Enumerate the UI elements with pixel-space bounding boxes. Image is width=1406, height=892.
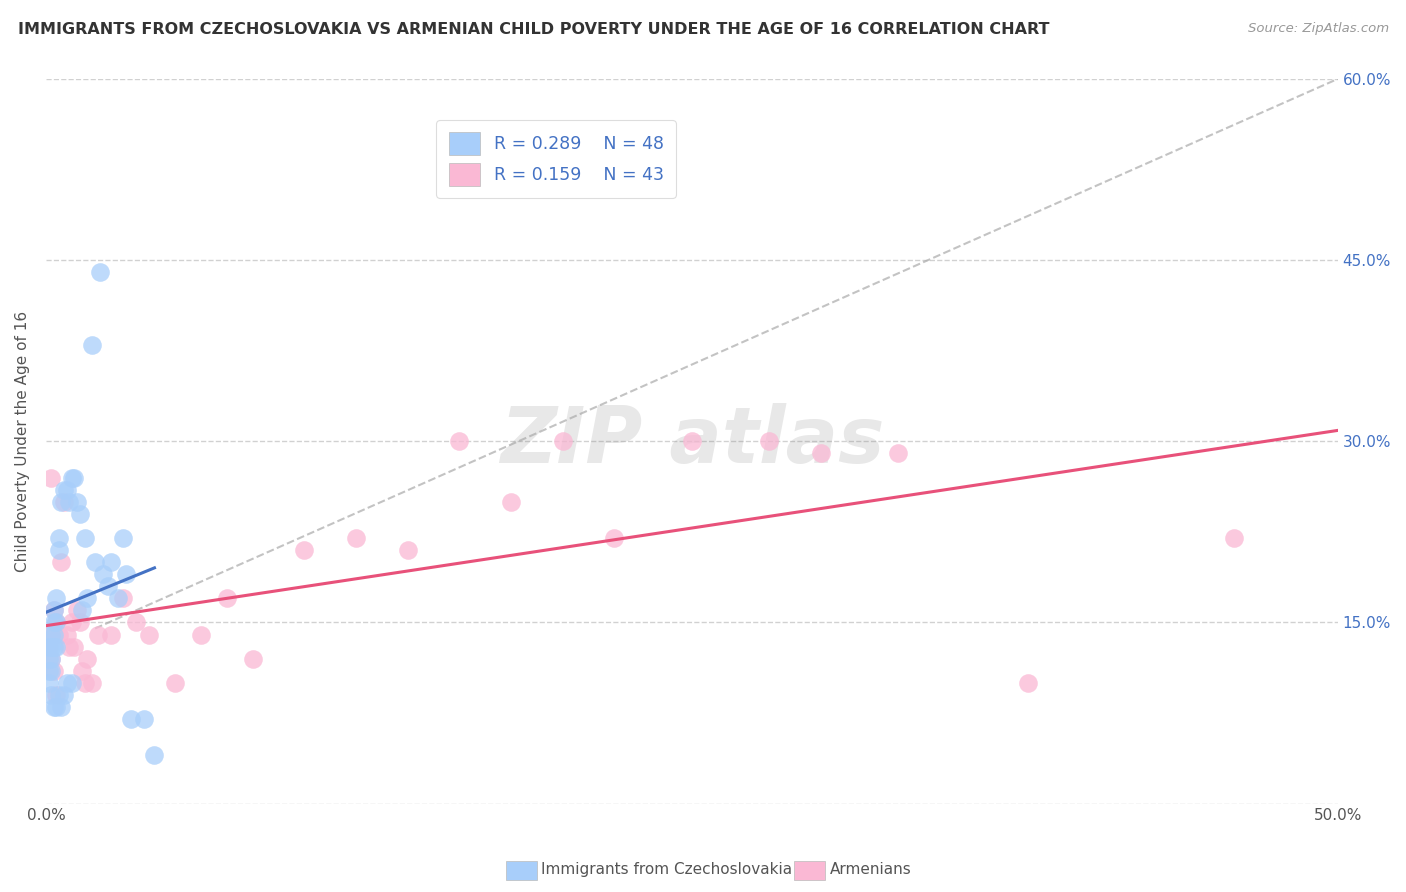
- Point: [603, 531, 626, 545]
- Point: [51, 700, 73, 714]
- Text: IMMIGRANTS FROM CZECHOSLOVAKIA VS ARMENIAN CHILD POVERTY UNDER THE AGE OF 16 COR: IMMIGRANTS FROM CZECHOSLOVAKIA VS ARMENI…: [18, 22, 1050, 37]
- Point: [45, 615, 67, 630]
- Point: [55, 676, 77, 690]
- Point: [66, 603, 89, 617]
- Point: [120, 712, 142, 726]
- Point: [60, 615, 83, 630]
- Text: Armenians: Armenians: [830, 863, 911, 877]
- Point: [115, 567, 138, 582]
- Point: [48, 531, 70, 545]
- Point: [45, 700, 67, 714]
- Legend: R = 0.289    N = 48, R = 0.159    N = 43: R = 0.289 N = 48, R = 0.159 N = 43: [436, 120, 676, 198]
- Point: [134, 712, 156, 726]
- Point: [58, 494, 80, 508]
- Point: [39, 651, 62, 665]
- Point: [60, 676, 83, 690]
- Point: [1223, 531, 1246, 545]
- Point: [551, 434, 574, 449]
- Point: [112, 531, 135, 545]
- Point: [89, 265, 111, 279]
- Point: [42, 603, 65, 617]
- Point: [51, 555, 73, 569]
- Point: [39, 470, 62, 484]
- Point: [758, 434, 780, 449]
- Point: [681, 434, 703, 449]
- Point: [396, 543, 419, 558]
- Text: ZIP atlas: ZIP atlas: [499, 403, 884, 479]
- Point: [242, 651, 264, 665]
- Point: [84, 555, 107, 569]
- Point: [70, 603, 93, 617]
- Point: [39, 640, 62, 654]
- Point: [66, 494, 89, 508]
- Point: [292, 543, 315, 558]
- Point: [53, 494, 76, 508]
- Point: [39, 664, 62, 678]
- Point: [39, 627, 62, 641]
- Point: [60, 470, 83, 484]
- Point: [53, 483, 76, 497]
- Point: [53, 688, 76, 702]
- Point: [38, 640, 60, 654]
- Point: [45, 615, 67, 630]
- Point: [887, 446, 910, 460]
- Point: [48, 688, 70, 702]
- Point: [82, 337, 104, 351]
- Point: [73, 531, 96, 545]
- Point: [344, 531, 367, 545]
- Point: [69, 615, 91, 630]
- Point: [42, 603, 65, 617]
- Point: [125, 615, 148, 630]
- Point: [38, 676, 60, 690]
- Point: [100, 555, 122, 569]
- Point: [138, 627, 160, 641]
- Point: [39, 651, 62, 665]
- Point: [97, 579, 120, 593]
- Y-axis label: Child Poverty Under the Age of 16: Child Poverty Under the Age of 16: [15, 310, 30, 572]
- Point: [107, 591, 129, 606]
- Point: [449, 434, 471, 449]
- Point: [499, 494, 522, 508]
- Point: [38, 640, 60, 654]
- Point: [63, 640, 86, 654]
- Point: [38, 651, 60, 665]
- Point: [73, 676, 96, 690]
- Point: [39, 688, 62, 702]
- Point: [48, 627, 70, 641]
- Point: [48, 543, 70, 558]
- Point: [91, 567, 114, 582]
- Point: [42, 627, 65, 641]
- Point: [42, 615, 65, 630]
- Point: [82, 676, 104, 690]
- Point: [42, 640, 65, 654]
- Point: [45, 640, 67, 654]
- Point: [86, 627, 108, 641]
- Point: [58, 640, 80, 654]
- Point: [810, 446, 832, 460]
- Point: [76, 591, 98, 606]
- Point: [100, 627, 122, 641]
- Point: [55, 483, 77, 497]
- Point: [69, 507, 91, 521]
- Point: [70, 664, 93, 678]
- Point: [190, 627, 212, 641]
- Point: [76, 651, 98, 665]
- Text: Source: ZipAtlas.com: Source: ZipAtlas.com: [1249, 22, 1389, 36]
- Point: [42, 700, 65, 714]
- Point: [1017, 676, 1039, 690]
- Point: [45, 591, 67, 606]
- Point: [112, 591, 135, 606]
- Point: [51, 494, 73, 508]
- Point: [143, 748, 166, 763]
- Point: [38, 627, 60, 641]
- Point: [165, 676, 187, 690]
- Point: [38, 664, 60, 678]
- Point: [45, 688, 67, 702]
- Point: [215, 591, 238, 606]
- Text: Immigrants from Czechoslovakia: Immigrants from Czechoslovakia: [541, 863, 793, 877]
- Point: [42, 664, 65, 678]
- Point: [63, 470, 86, 484]
- Point: [55, 627, 77, 641]
